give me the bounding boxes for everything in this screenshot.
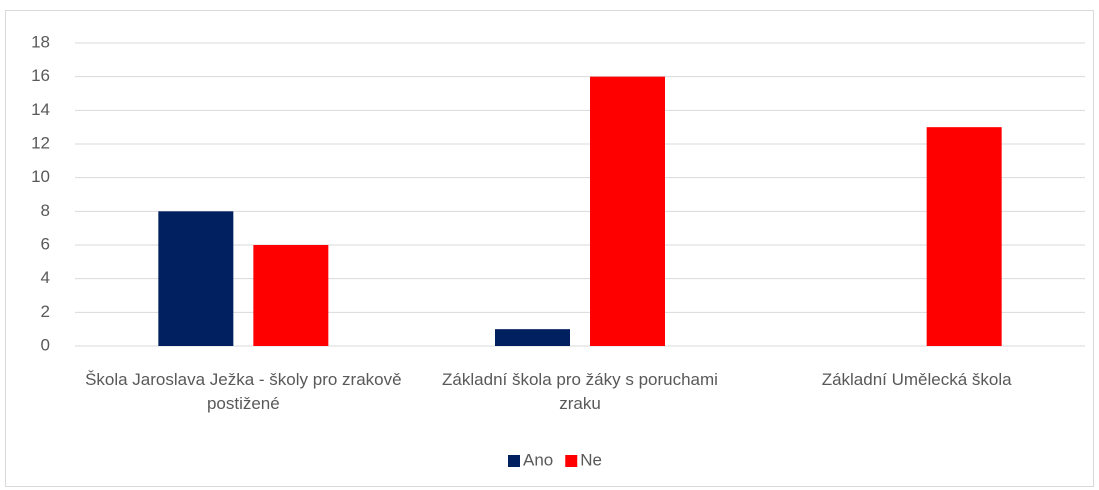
bar bbox=[926, 127, 1002, 347]
bar bbox=[253, 245, 329, 346]
x-tick-label: Škola Jaroslava Ježka - školy pro zrakov… bbox=[85, 370, 402, 413]
bar bbox=[495, 329, 570, 346]
y-tick-label: 16 bbox=[31, 66, 50, 85]
y-tick-label: 12 bbox=[31, 133, 50, 152]
x-tick-label: Základní škola pro žáky s poruchami zrak… bbox=[442, 370, 718, 413]
y-tick-label: 10 bbox=[31, 167, 50, 186]
y-tick-label: 14 bbox=[31, 100, 50, 119]
bar bbox=[590, 76, 665, 347]
y-tick-label: 18 bbox=[31, 32, 50, 51]
bar bbox=[158, 211, 234, 346]
legend-label: Ne bbox=[580, 450, 602, 469]
y-tick-label: 6 bbox=[41, 234, 50, 253]
legend-swatch bbox=[508, 455, 520, 467]
legend-swatch bbox=[565, 455, 578, 467]
chart-border bbox=[5, 10, 1094, 487]
legend-label: Ano bbox=[523, 450, 553, 469]
y-tick-label: 0 bbox=[41, 335, 50, 354]
y-tick-label: 4 bbox=[41, 268, 50, 287]
x-tick-label: Základní Umělecká škola bbox=[821, 370, 1012, 389]
y-tick-label: 8 bbox=[41, 201, 50, 220]
y-tick-label: 2 bbox=[41, 302, 50, 321]
